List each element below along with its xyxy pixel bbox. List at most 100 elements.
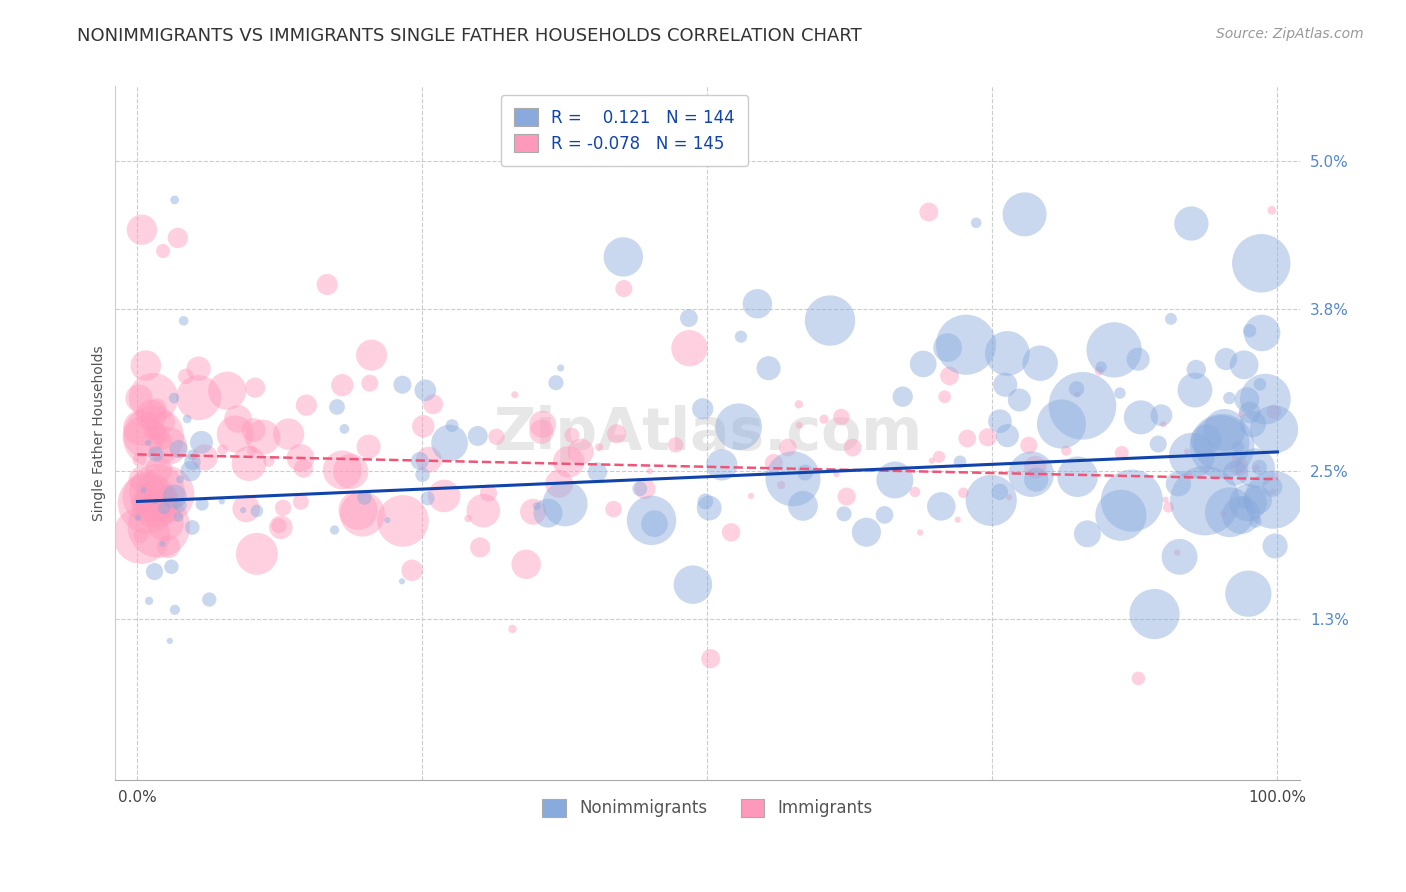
- Point: [1181, 449, 1204, 463]
- Point: [156, 439, 179, 453]
- Point: [842, 441, 865, 455]
- Point: [1029, 356, 1052, 370]
- Point: [544, 376, 567, 390]
- Point: [191, 497, 214, 511]
- Point: [1244, 461, 1267, 475]
- Point: [1128, 672, 1150, 686]
- Point: [181, 448, 204, 462]
- Point: [1050, 417, 1073, 431]
- Point: [412, 467, 434, 482]
- Point: [1066, 469, 1088, 483]
- Point: [606, 426, 628, 441]
- Point: [1129, 410, 1152, 425]
- Point: [391, 574, 413, 589]
- Point: [316, 277, 339, 292]
- Point: [682, 577, 704, 591]
- Point: [246, 504, 269, 518]
- Point: [1185, 362, 1208, 376]
- Point: [998, 490, 1021, 504]
- Point: [695, 494, 717, 508]
- Point: [352, 507, 374, 521]
- Point: [699, 651, 721, 665]
- Point: [1218, 391, 1240, 405]
- Point: [1227, 459, 1250, 474]
- Point: [142, 391, 165, 405]
- Point: [1195, 433, 1218, 447]
- Point: [1239, 324, 1261, 338]
- Point: [1211, 436, 1233, 450]
- Point: [174, 369, 197, 384]
- Point: [148, 519, 170, 533]
- Point: [163, 391, 186, 405]
- Point: [155, 487, 177, 501]
- Point: [135, 359, 157, 373]
- Point: [392, 514, 415, 528]
- Point: [131, 223, 153, 237]
- Point: [634, 482, 657, 496]
- Point: [1250, 256, 1272, 270]
- Point: [1014, 207, 1036, 221]
- Point: [179, 464, 201, 478]
- Point: [418, 452, 440, 467]
- Point: [891, 390, 914, 404]
- Point: [257, 454, 280, 468]
- Point: [1109, 386, 1132, 401]
- Point: [1237, 587, 1260, 601]
- Point: [526, 499, 548, 513]
- Point: [1143, 607, 1166, 621]
- Point: [127, 510, 149, 524]
- Point: [818, 313, 841, 327]
- Point: [235, 501, 257, 516]
- Point: [762, 456, 785, 470]
- Point: [1223, 450, 1246, 464]
- Point: [995, 346, 1018, 360]
- Point: [131, 528, 153, 542]
- Point: [148, 463, 170, 477]
- Point: [1126, 352, 1149, 367]
- Point: [232, 503, 254, 517]
- Point: [883, 473, 905, 487]
- Point: [252, 430, 274, 444]
- Point: [326, 400, 349, 414]
- Point: [1184, 383, 1206, 397]
- Point: [1054, 443, 1077, 458]
- Point: [152, 244, 174, 258]
- Point: [181, 455, 204, 469]
- Point: [1263, 422, 1285, 436]
- Point: [1175, 444, 1198, 458]
- Point: [1219, 505, 1241, 519]
- Point: [1154, 492, 1177, 507]
- Point: [921, 454, 943, 468]
- Point: [440, 418, 463, 433]
- Point: [934, 390, 956, 404]
- Point: [554, 497, 576, 511]
- Point: [401, 563, 423, 577]
- Point: [290, 495, 312, 509]
- Point: [157, 540, 180, 554]
- Point: [1213, 423, 1236, 437]
- Point: [522, 505, 544, 519]
- Point: [332, 463, 354, 477]
- Point: [787, 418, 810, 433]
- Point: [697, 501, 720, 516]
- Point: [1066, 387, 1088, 401]
- Point: [1241, 417, 1264, 431]
- Point: [503, 388, 526, 402]
- Point: [1230, 407, 1253, 421]
- Point: [194, 450, 217, 465]
- Point: [1261, 203, 1284, 218]
- Point: [1194, 493, 1216, 508]
- Point: [132, 429, 155, 443]
- Point: [1254, 392, 1277, 406]
- Point: [330, 378, 353, 392]
- Point: [1066, 382, 1088, 396]
- Point: [1024, 460, 1046, 475]
- Text: NONIMMIGRANTS VS IMMIGRANTS SINGLE FATHER HOUSEHOLDS CORRELATION CHART: NONIMMIGRANTS VS IMMIGRANTS SINGLE FATHE…: [77, 27, 862, 45]
- Point: [835, 490, 858, 504]
- Point: [1215, 352, 1237, 367]
- Point: [758, 361, 780, 376]
- Point: [1249, 460, 1271, 475]
- Point: [333, 422, 356, 436]
- Legend: Nonimmigrants, Immigrants: Nonimmigrants, Immigrants: [536, 792, 879, 824]
- Point: [339, 465, 361, 479]
